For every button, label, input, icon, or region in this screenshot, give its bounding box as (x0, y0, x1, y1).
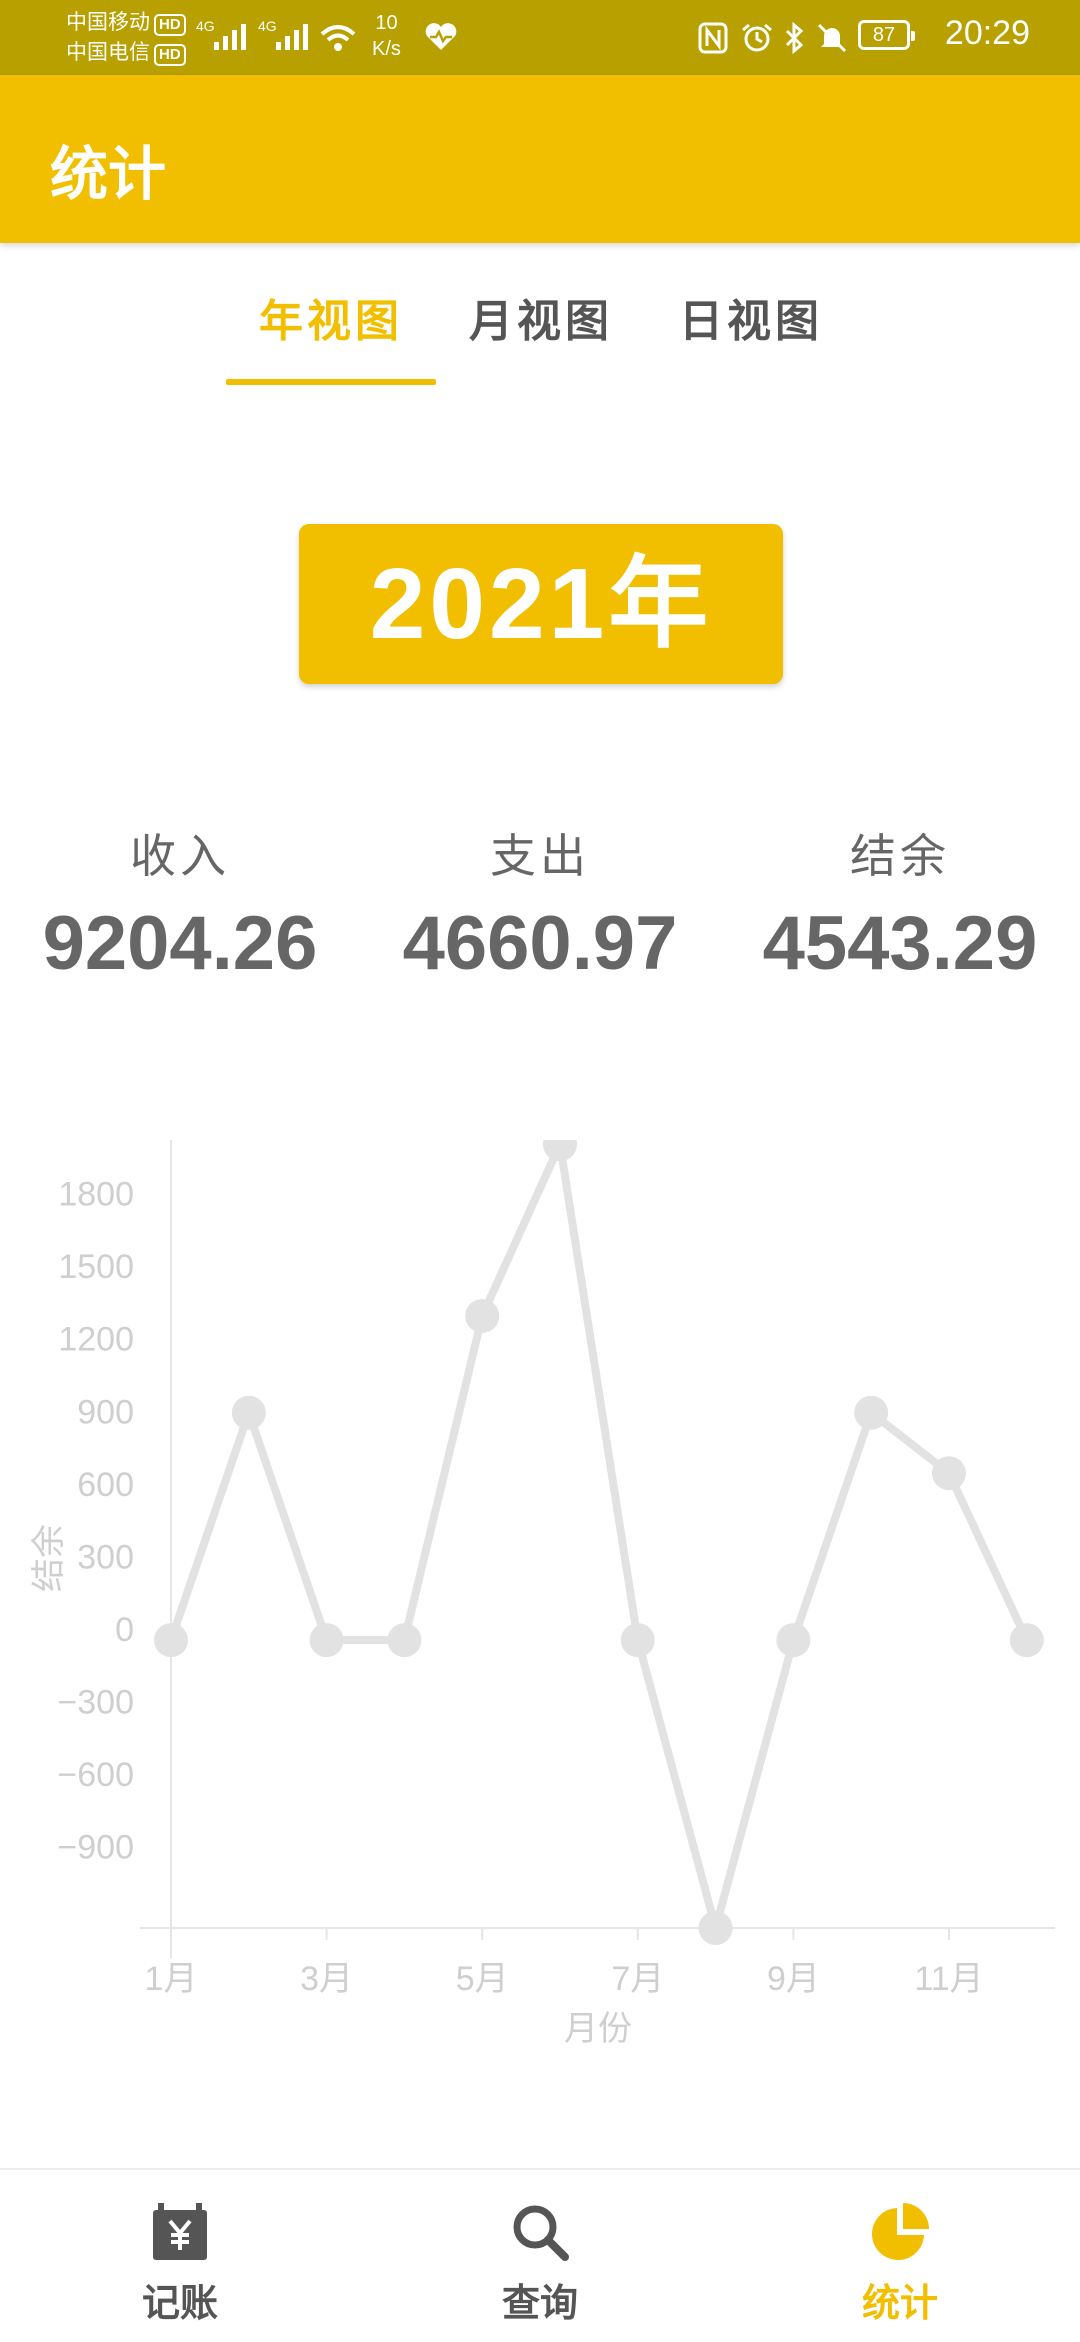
balance-label: 结余 (850, 830, 950, 882)
tab-day-view[interactable]: 日视图 (679, 297, 823, 346)
y-tick-label: 600 (77, 1466, 134, 1504)
net-speed-unit: K/s (372, 38, 401, 60)
x-tick-label: 11月 (914, 1960, 983, 1998)
carrier-2: 中国电信 (66, 41, 150, 64)
y-tick-label: −600 (57, 1756, 134, 1794)
y-tick-label: 1200 (58, 1321, 134, 1359)
y-tick-label: −900 (57, 1829, 134, 1867)
clock: 20:29 (944, 14, 1030, 52)
signal-icon (276, 20, 308, 50)
active-tab-indicator (226, 379, 436, 385)
status-bar: 中国移动 HD 中国电信 HD 4G 4G 10 K/s 87 20:29 (0, 0, 1080, 75)
tab-month-view[interactable]: 月视图 (469, 297, 613, 346)
data-point (309, 1623, 344, 1658)
data-point (154, 1623, 188, 1658)
balance-series-line (167, 1140, 1031, 1932)
network-type: 4G (258, 18, 277, 34)
hd-badge: HD (154, 14, 186, 36)
balance-value: 4543.29 (762, 901, 1038, 986)
tab-year-view[interactable]: 年视图 (259, 297, 403, 346)
y-tick-label: 300 (77, 1538, 134, 1576)
data-point (854, 1395, 889, 1430)
y-tick-label: 1800 (58, 1176, 134, 1214)
data-point (543, 1140, 577, 1162)
year-selector-button[interactable]: 2021年 (299, 524, 783, 684)
network-type: 4G (196, 18, 215, 34)
data-point (698, 1911, 733, 1945)
search-icon (513, 2205, 569, 2261)
y-tick-label: 0 (115, 1611, 134, 1649)
app-bar: 统计 (0, 75, 1080, 243)
y-tick-label: 1500 (58, 1248, 134, 1286)
page-title: 统计 (50, 142, 167, 207)
bluetooth-icon (785, 22, 804, 54)
data-point (387, 1623, 422, 1658)
nav-statistics-label: 统计 (861, 2283, 938, 2325)
carrier-info: 中国移动 HD 中国电信 HD (66, 8, 186, 68)
wifi-icon (320, 25, 356, 51)
data-point (932, 1456, 966, 1491)
signal-icon (214, 20, 246, 50)
nav-search-label: 查询 (501, 2283, 578, 2325)
health-heart-icon (425, 23, 457, 50)
x-tick-label: 9月 (767, 1960, 820, 1998)
bottom-navigation: 记账 查询 统计 (0, 2168, 1080, 2342)
view-tabs: 年视图 月视图 日视图 (0, 285, 1080, 385)
alarm-icon (742, 23, 772, 52)
net-speed: 10 K/s (372, 10, 401, 62)
income-value: 9204.26 (42, 901, 318, 986)
y-tick-label: 900 (77, 1393, 134, 1431)
carrier-1: 中国移动 (66, 11, 150, 34)
ledger-yuan-icon (153, 2203, 207, 2260)
balance-summary: 结余 4543.29 (720, 820, 1080, 987)
x-axis-title: 月份 (564, 2010, 632, 2048)
balance-line-chart: 1800 1500 1200 900 600 300 0 −300 −600 −900 1月 3月 5月… (30, 1140, 1055, 2048)
expense-value: 4660.97 (402, 901, 678, 986)
nav-search[interactable]: 查询 (360, 2170, 720, 2342)
x-tick-label: 5月 (456, 1960, 509, 1998)
mute-bell-icon (817, 23, 847, 53)
nav-ledger-label: 记账 (141, 2283, 218, 2325)
nav-statistics[interactable]: 统计 (720, 2170, 1080, 2342)
income-label: 收入 (130, 830, 230, 882)
x-tick-label: 7月 (611, 1960, 664, 1998)
x-tick-label: 1月 (145, 1960, 198, 1998)
nfc-icon (698, 22, 728, 54)
data-point (620, 1623, 655, 1658)
data-point (465, 1298, 500, 1333)
data-point (231, 1395, 266, 1430)
income-summary: 收入 9204.26 (0, 820, 360, 987)
data-point (776, 1623, 811, 1658)
hd-badge: HD (154, 44, 186, 66)
expense-label: 支出 (490, 830, 590, 882)
y-axis-title: 结余 (30, 1524, 68, 1592)
net-speed-value: 10 (375, 12, 398, 34)
data-point (1009, 1623, 1044, 1658)
x-tick-label: 3月 (300, 1960, 353, 1998)
nav-ledger[interactable]: 记账 (0, 2170, 360, 2342)
expense-summary: 支出 4660.97 (360, 820, 720, 987)
pie-chart-icon (872, 2203, 929, 2260)
battery-indicator: 87 (858, 20, 915, 50)
y-tick-label: −300 (57, 1684, 134, 1722)
